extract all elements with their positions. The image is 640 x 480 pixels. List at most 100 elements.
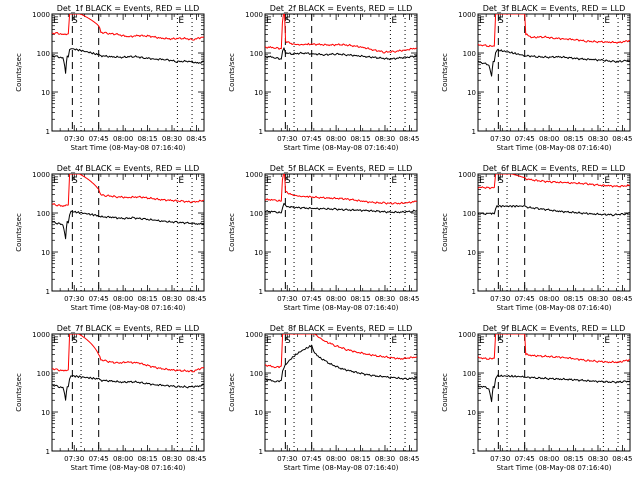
y-tick-label: 1000 xyxy=(458,11,476,19)
x-tick-label: 08:30 xyxy=(162,295,182,303)
x-tick-label: 07:45 xyxy=(302,295,322,303)
interval-marker-label: E xyxy=(266,336,272,346)
interval-marker-label: E xyxy=(178,16,184,26)
y-tick-label: 100 xyxy=(250,210,263,218)
y-tick-label: 10 xyxy=(41,249,50,257)
x-tick-label: 08:00 xyxy=(326,135,346,143)
series-group xyxy=(52,334,204,401)
panel-1: Det_1f BLACK = Events, RED = LLD 1 10 100 10… xyxy=(15,4,206,152)
x-axis-label: Start Time (08-May-08 07:16:40) xyxy=(496,144,611,152)
interval-marker-label: S xyxy=(285,176,291,186)
y-tick-label: 100 xyxy=(37,50,50,58)
y-tick-label: 1 xyxy=(259,288,263,296)
series-line-events xyxy=(52,48,204,74)
series-line-lld xyxy=(478,174,630,190)
y-axis-label: Counts/sec xyxy=(441,213,449,252)
x-tick-label: 07:30 xyxy=(277,455,297,463)
x-tick-label: 07:30 xyxy=(277,135,297,143)
x-tick-label: 08:30 xyxy=(588,135,608,143)
y-tick-label: 100 xyxy=(37,370,50,378)
series-line-events xyxy=(265,47,417,61)
series-group xyxy=(265,334,417,383)
x-tick-label: 08:15 xyxy=(350,135,370,143)
series-line-lld xyxy=(52,334,204,373)
interval-marker-label: S xyxy=(285,16,291,26)
interval-marker-label: S xyxy=(72,336,78,346)
y-tick-label: 1 xyxy=(259,448,263,456)
x-tick-label: 08:45 xyxy=(612,295,632,303)
interval-marker-label: E xyxy=(266,176,272,186)
plot-frame xyxy=(264,333,418,452)
x-tick-label: 08:30 xyxy=(162,135,182,143)
series-line-lld xyxy=(265,334,417,369)
y-tick-label: 1000 xyxy=(32,171,50,179)
y-tick-label: 100 xyxy=(463,210,476,218)
series-line-lld xyxy=(265,14,417,54)
y-axis-label: Counts/sec xyxy=(228,53,236,92)
y-axis-label: Counts/sec xyxy=(15,53,23,92)
x-tick-label: 08:45 xyxy=(186,455,206,463)
panel-2: Det_2f BLACK = Events, RED = LLD 1 10 100 10… xyxy=(228,4,419,152)
y-tick-label: 100 xyxy=(250,370,263,378)
plot-frame xyxy=(51,173,205,292)
x-tick-label: 07:45 xyxy=(515,135,535,143)
panel-7: Det_7f BLACK = Events, RED = LLD 1 10 100 10… xyxy=(15,324,206,472)
interval-marker-label: E xyxy=(479,176,485,186)
interval-marker-label: E xyxy=(178,336,184,346)
y-axis-label: Counts/sec xyxy=(228,213,236,252)
y-tick-label: 1 xyxy=(472,448,476,456)
interval-marker-label: E xyxy=(53,176,59,186)
x-tick-label: 07:45 xyxy=(89,295,109,303)
x-tick-label: 08:00 xyxy=(113,295,133,303)
y-tick-label: 10 xyxy=(254,249,263,257)
x-tick-label: 08:45 xyxy=(186,135,206,143)
series-line-lld xyxy=(265,174,417,205)
x-tick-label: 07:45 xyxy=(515,295,535,303)
x-tick-label: 07:30 xyxy=(64,135,84,143)
plot-frame xyxy=(264,173,418,292)
interval-marker-label: E xyxy=(53,336,59,346)
x-axis-label: Start Time (08-May-08 07:16:40) xyxy=(283,304,398,312)
series-line-events xyxy=(478,48,630,77)
x-tick-label: 08:00 xyxy=(539,295,559,303)
y-tick-label: 100 xyxy=(463,370,476,378)
series-line-lld xyxy=(52,14,204,41)
x-tick-label: 08:15 xyxy=(563,455,583,463)
y-tick-label: 1000 xyxy=(458,171,476,179)
x-tick-label: 08:30 xyxy=(375,295,395,303)
x-tick-label: 08:30 xyxy=(588,455,608,463)
x-tick-label: 08:00 xyxy=(113,135,133,143)
y-tick-label: 1000 xyxy=(458,331,476,339)
interval-marker-label: E xyxy=(266,16,272,26)
chart-title: Det_3f BLACK = Events, RED = LLD xyxy=(483,4,626,13)
y-axis-label: Counts/sec xyxy=(441,53,449,92)
x-axis-label: Start Time (08-May-08 07:16:40) xyxy=(70,304,185,312)
chart-title: Det_6f BLACK = Events, RED = LLD xyxy=(483,164,626,173)
y-tick-label: 10 xyxy=(254,409,263,417)
x-tick-label: 07:30 xyxy=(490,455,510,463)
interval-marker-label: E xyxy=(479,336,485,346)
x-tick-label: 08:30 xyxy=(375,455,395,463)
plot-frame xyxy=(51,333,205,452)
chart-title: Det_9f BLACK = Events, RED = LLD xyxy=(483,324,626,333)
y-tick-label: 10 xyxy=(467,409,476,417)
interval-marker-label: E xyxy=(391,336,397,346)
x-tick-label: 08:00 xyxy=(326,295,346,303)
x-tick-label: 07:45 xyxy=(515,455,535,463)
y-tick-label: 10 xyxy=(41,89,50,97)
chart-title: Det_1f BLACK = Events, RED = LLD xyxy=(57,4,200,13)
interval-marker-label: S xyxy=(72,16,78,26)
series-line-lld xyxy=(478,14,630,48)
plot-frame xyxy=(264,13,418,132)
plot-frame xyxy=(477,173,631,292)
interval-marker-label: E xyxy=(604,176,610,186)
y-tick-label: 100 xyxy=(250,50,263,58)
y-tick-label: 100 xyxy=(463,50,476,58)
series-line-lld xyxy=(52,174,204,207)
y-tick-label: 10 xyxy=(467,249,476,257)
y-tick-label: 100 xyxy=(37,210,50,218)
x-tick-label: 07:45 xyxy=(302,455,322,463)
series-line-events xyxy=(52,210,204,240)
x-axis-label: Start Time (08-May-08 07:16:40) xyxy=(496,464,611,472)
